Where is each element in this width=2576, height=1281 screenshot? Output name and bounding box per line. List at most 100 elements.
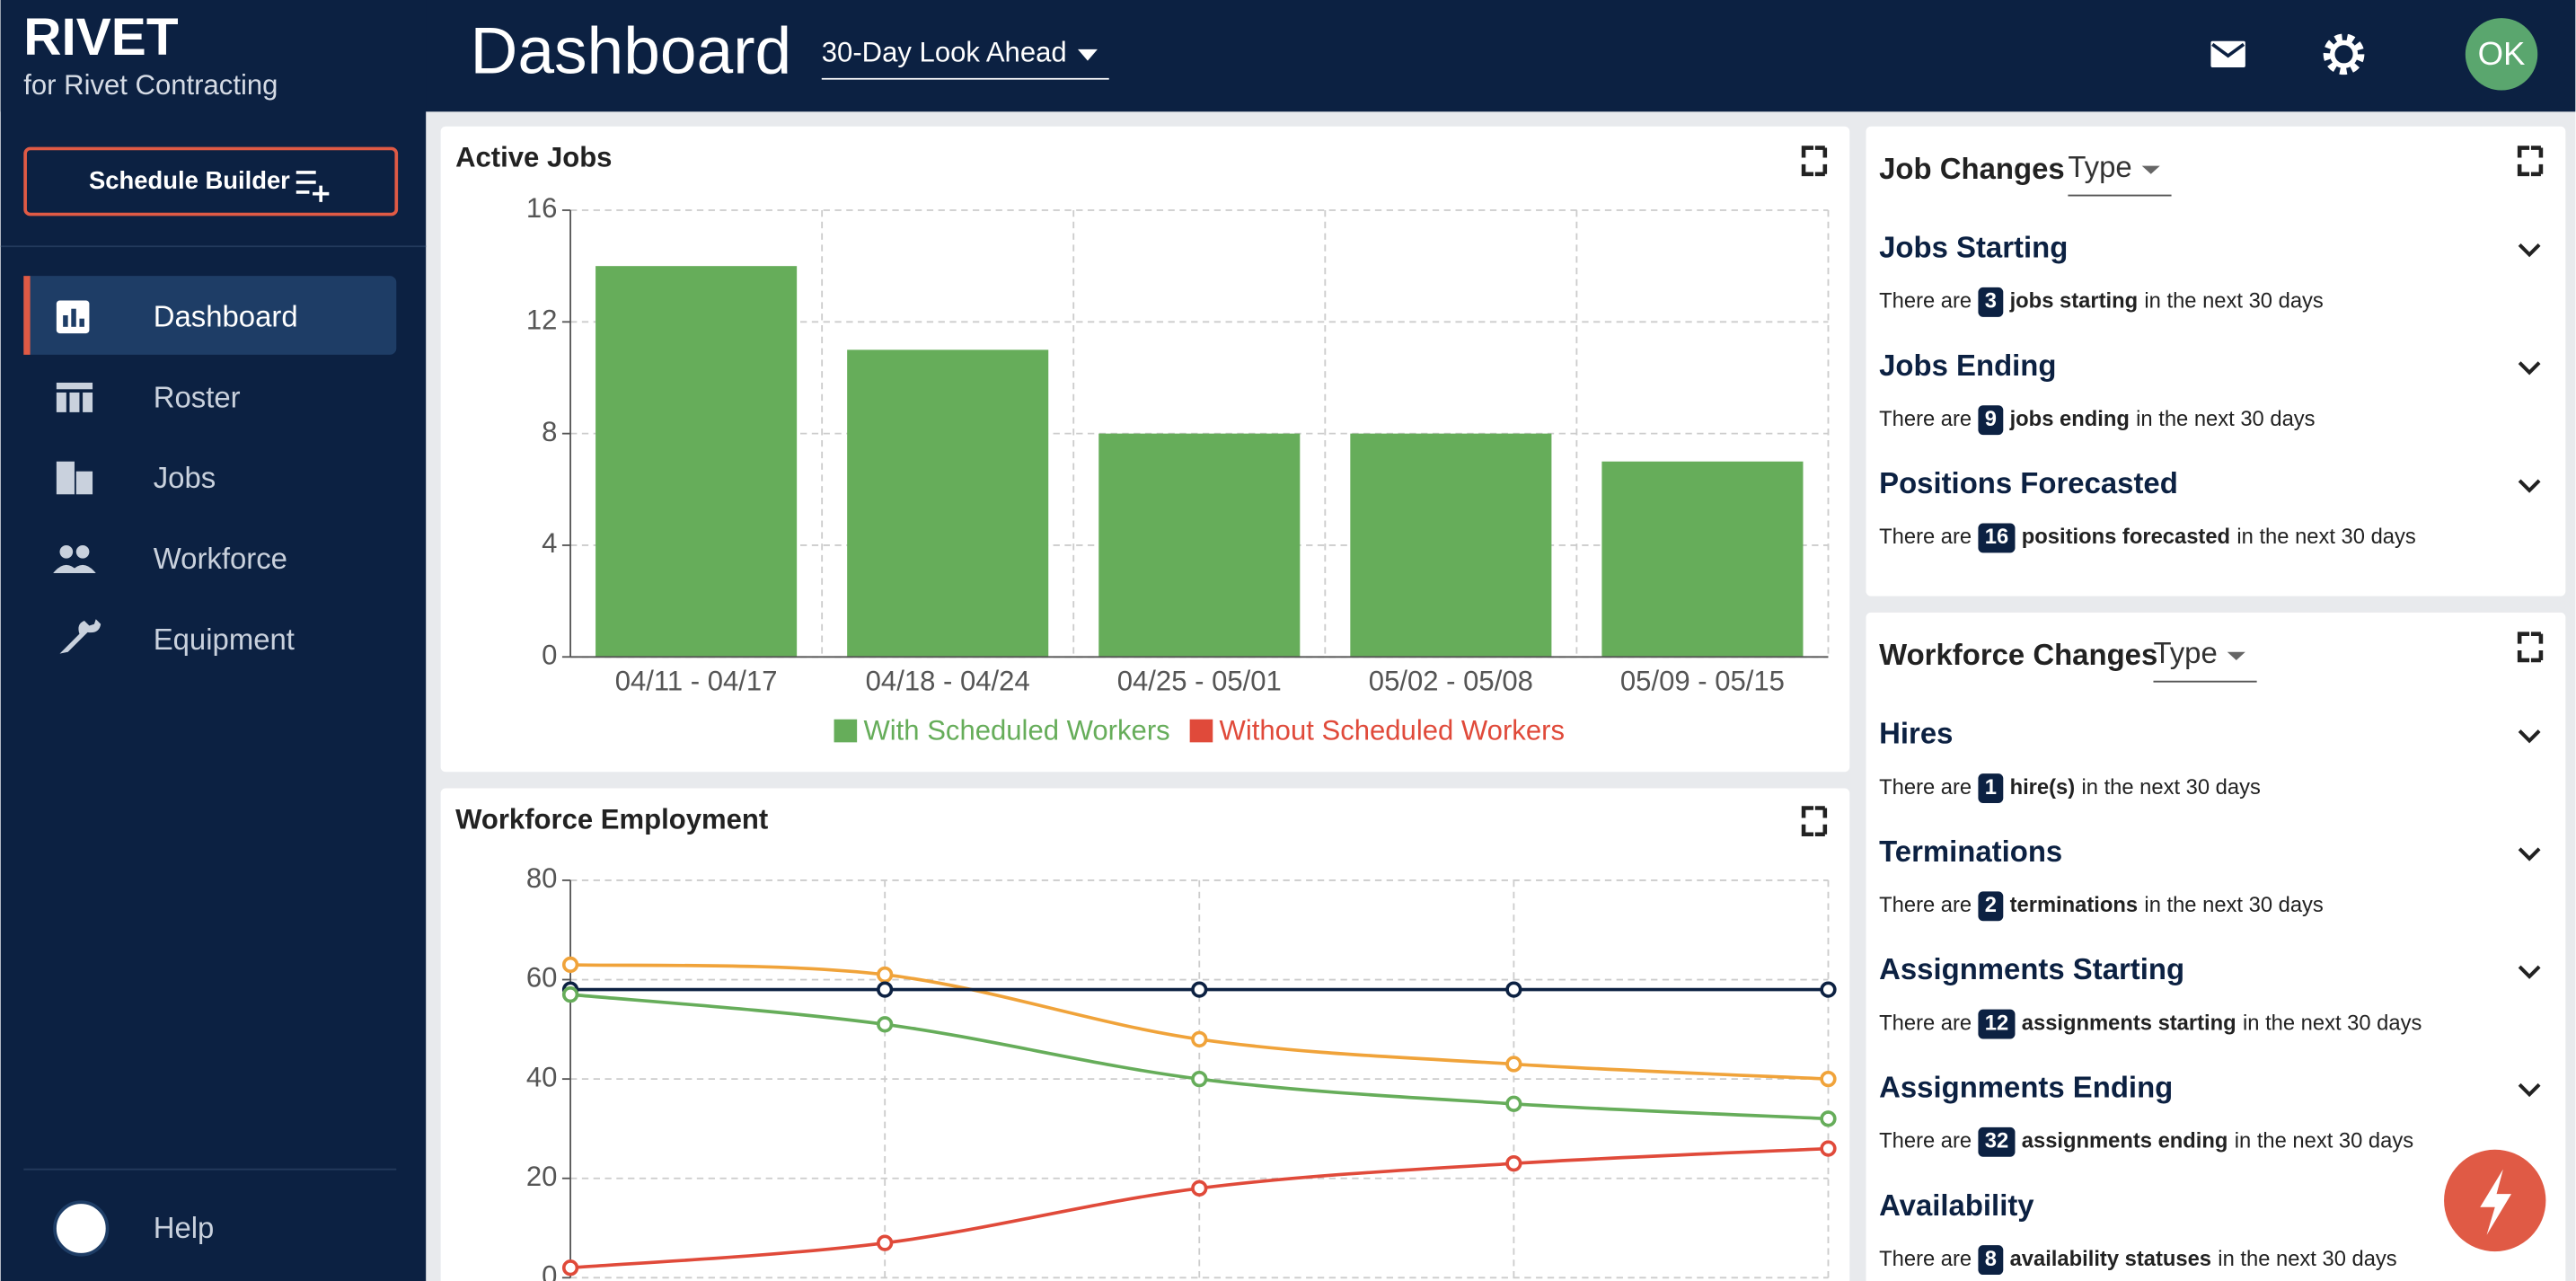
- count: 32: [1985, 1129, 2008, 1153]
- avatar[interactable]: [2465, 18, 2538, 91]
- card: [1866, 612, 2566, 1281]
- lightning-icon: [2480, 1169, 2512, 1235]
- item-title[interactable]: Terminations: [1879, 835, 2062, 868]
- expand-icons[interactable]: [1801, 146, 2544, 837]
- point: [1505, 1056, 1522, 1073]
- point: [1820, 1110, 1837, 1127]
- count-badge: [1978, 1009, 2016, 1039]
- item-text: in the next 30 days: [2144, 289, 2323, 314]
- period-select[interactable]: 30-Day Look Ahead: [822, 37, 1067, 68]
- y-tick-label: 8: [542, 416, 557, 447]
- type-select[interactable]: Type: [2068, 150, 2131, 183]
- point: [1820, 1140, 1837, 1157]
- schedule-icon: [296, 171, 330, 202]
- chevron[interactable]: [2518, 965, 2541, 979]
- item-title[interactable]: Jobs Starting: [1879, 231, 2068, 264]
- y-tick-label: 0: [542, 639, 557, 670]
- item-title[interactable]: Hires: [1879, 717, 1953, 750]
- count: 16: [1985, 525, 2008, 549]
- count: 3: [1985, 289, 1997, 314]
- count: 2: [1985, 893, 1997, 917]
- item-bold: jobs ending: [2009, 407, 2130, 431]
- bar: [847, 349, 1049, 658]
- count-badge: [1978, 287, 2004, 317]
- legend-label: With Scheduled Workers: [863, 715, 1169, 747]
- page-title: Dashboard: [471, 14, 792, 87]
- legend-label: Without Scheduled Workers: [1220, 715, 1565, 747]
- card: [1866, 126, 2566, 596]
- point: [561, 956, 579, 974]
- chevron[interactable]: [2518, 847, 2541, 861]
- nav-item[interactable]: Jobs: [154, 461, 216, 494]
- settings-icon[interactable]: [2323, 33, 2365, 75]
- point: [561, 985, 579, 1003]
- bar: [595, 266, 798, 658]
- card: [440, 788, 1850, 1281]
- help-link[interactable]: Help: [154, 1211, 215, 1244]
- item-title[interactable]: Availability: [1879, 1188, 2034, 1222]
- item-text: There are: [1879, 525, 1972, 549]
- point: [877, 1016, 894, 1033]
- nav-item[interactable]: Roster: [154, 380, 241, 413]
- count-badge: [1978, 891, 2004, 922]
- chevron[interactable]: [2518, 243, 2541, 258]
- nav-item[interactable]: Workforce: [154, 542, 287, 575]
- point: [561, 1259, 579, 1277]
- chevron[interactable]: [2518, 1082, 2541, 1098]
- point: [1505, 1095, 1522, 1112]
- item-text: There are: [1879, 407, 1972, 431]
- item-bold: positions forecasted: [2022, 525, 2230, 549]
- x-tick-label: 05/02 - 05/08: [1369, 666, 1533, 697]
- point: [1505, 981, 1522, 998]
- chevron[interactable]: [2518, 479, 2541, 493]
- point: [877, 981, 894, 998]
- header-bar: [0, 0, 2576, 112]
- select-caret: [1077, 49, 1098, 61]
- select-caret: [2227, 651, 2245, 660]
- type-select[interactable]: Type: [2153, 636, 2217, 669]
- item-text: in the next 30 days: [2081, 775, 2260, 800]
- count: 12: [1985, 1011, 2008, 1035]
- y-tick-label: 40: [526, 1061, 558, 1092]
- y-tick-label: 20: [526, 1161, 558, 1192]
- count-badge: [1978, 773, 2004, 803]
- point: [877, 966, 894, 984]
- card-title: Workforce Changes: [1879, 638, 2157, 671]
- nav-item[interactable]: Dashboard: [154, 299, 298, 332]
- point: [1191, 1179, 1208, 1197]
- item-text: There are: [1879, 775, 1972, 800]
- item-text: There are: [1879, 893, 1972, 917]
- chevron[interactable]: [2518, 361, 2541, 375]
- item-text: in the next 30 days: [2136, 407, 2315, 431]
- y-tick-label: 4: [542, 527, 557, 559]
- y-tick-label: 80: [526, 862, 558, 894]
- count: 8: [1985, 1247, 1997, 1271]
- nav-item[interactable]: Equipment: [154, 623, 295, 656]
- item-title[interactable]: Assignments Starting: [1879, 952, 2184, 985]
- item-title[interactable]: Positions Forecasted: [1879, 466, 2178, 499]
- legend-swatch: [834, 719, 858, 743]
- nav-icons: [53, 300, 101, 654]
- count-badge: [1978, 1126, 2016, 1157]
- help-avatar[interactable]: [53, 1200, 110, 1257]
- schedule-builder-button[interactable]: [23, 146, 399, 216]
- item-title[interactable]: Jobs Ending: [1879, 349, 2056, 382]
- point: [877, 1234, 894, 1251]
- item-title[interactable]: Assignments Ending: [1879, 1071, 2173, 1104]
- x-tick-label: 04/18 - 04/24: [866, 666, 1030, 697]
- bar: [1098, 433, 1301, 658]
- chevron[interactable]: [2518, 729, 2541, 744]
- schedule-builder-label: Schedule Builder: [89, 166, 290, 194]
- card-title: Active Jobs: [455, 142, 612, 173]
- item-text: in the next 30 days: [2218, 1247, 2396, 1271]
- count-badge: [1978, 405, 2004, 436]
- point: [1505, 1155, 1522, 1172]
- item-text: There are: [1879, 1129, 1972, 1153]
- bar: [1601, 461, 1804, 658]
- point: [1191, 981, 1208, 998]
- item-text: in the next 30 days: [2144, 893, 2323, 917]
- mail-icon[interactable]: [2210, 40, 2245, 67]
- count: 1: [1985, 775, 1997, 800]
- x-tick-label: 05/09 - 05/15: [1620, 666, 1785, 697]
- y-tick-label: 12: [526, 305, 558, 336]
